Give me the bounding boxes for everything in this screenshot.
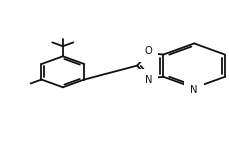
Text: O: O [144,46,152,56]
Text: N: N [190,85,197,95]
Text: N: N [144,75,151,85]
